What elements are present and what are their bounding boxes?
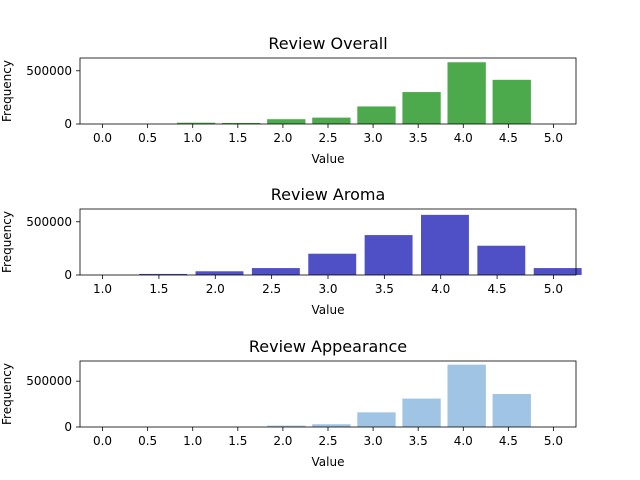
- chart-1-ytick-label-0: 0: [64, 268, 72, 282]
- chart-2-xtick-label-6: 3.0: [364, 434, 383, 448]
- chart-2-xtick-label-0: 0.0: [93, 434, 112, 448]
- chart-2-xtick-label-3: 1.5: [228, 434, 247, 448]
- chart-2-xtick-label-1: 0.5: [138, 434, 157, 448]
- chart-0-xtick-label-7: 3.5: [409, 131, 428, 145]
- chart-0-bar-7: [402, 92, 441, 124]
- chart-1: 1.0 1.5 2.0 2.5 3.0 3.5 4.0 4.5 5.0 0 500000 Review…: [0, 185, 582, 317]
- chart-2-xtick-label-9: 4.5: [499, 434, 518, 448]
- chart-0-xtick-label-9: 4.5: [499, 131, 518, 145]
- chart-0-bar-3: [222, 122, 261, 124]
- chart-2-ytick-label-0: 0: [64, 420, 72, 434]
- chart-1-xtick-label-3: 2.5: [262, 282, 281, 296]
- chart-1-ylabel: Frequency: [0, 211, 14, 273]
- chart-0-xtick-label-4: 2.0: [273, 131, 292, 145]
- chart-1-xtick-label-6: 4.0: [431, 282, 450, 296]
- chart-2-ytick-label-1: 500000: [26, 374, 72, 388]
- chart-2-bar-7: [402, 398, 441, 427]
- chart-2-bar-4: [267, 425, 306, 427]
- chart-1-xtick-label-4: 3.0: [318, 282, 337, 296]
- chart-1-bar-4: [308, 253, 357, 275]
- chart-0-bar-4: [267, 119, 306, 124]
- chart-0: 0.0 0.5 1.0 1.5 2.0 2.5 3.0 3.5 4.0 4.5 5.0 0 500000…: [0, 34, 577, 166]
- chart-1-bar-1: [139, 273, 188, 275]
- chart-2-bar-6: [357, 412, 396, 427]
- chart-1-bar-3: [251, 268, 300, 275]
- chart-1-bar-2: [195, 271, 244, 275]
- chart-1-xtick-label-1: 1.5: [149, 282, 168, 296]
- chart-0-title: Review Overall: [268, 34, 387, 53]
- chart-1-xtick-label-2: 2.0: [206, 282, 225, 296]
- chart-2-xtick-label-8: 4.0: [454, 434, 473, 448]
- chart-0-bar-5: [312, 117, 351, 124]
- chart-0-bar-8: [447, 62, 486, 124]
- chart-0-xtick-label-0: 0.0: [93, 131, 112, 145]
- chart-2-ylabel: Frequency: [0, 363, 14, 425]
- chart-1-bar-8: [533, 268, 582, 275]
- chart-2-bar-5: [312, 424, 351, 427]
- chart-1-bar-6: [421, 214, 469, 275]
- chart-0-xtick-label-1: 0.5: [138, 131, 157, 145]
- chart-0-bar-2: [176, 122, 216, 124]
- chart-0-xtick-label-2: 1.0: [183, 131, 202, 145]
- chart-0-xtick-label-5: 2.5: [318, 131, 337, 145]
- chart-0-bar-9: [492, 79, 531, 124]
- chart-0-xtick-label-3: 1.5: [228, 131, 247, 145]
- chart-0-ylabel: Frequency: [0, 60, 14, 122]
- chart-1-xlabel: Value: [312, 303, 345, 317]
- chart-0-ytick-label-1: 500000: [26, 64, 72, 78]
- chart-1-title: Review Aroma: [271, 185, 386, 204]
- chart-1-bar-5: [364, 235, 413, 275]
- chart-0-xtick-label-6: 3.0: [364, 131, 383, 145]
- chart-0-ytick-label-0: 0: [64, 117, 72, 131]
- chart-2-xtick-label-4: 2.0: [273, 434, 292, 448]
- chart-2-xtick-label-7: 3.5: [409, 434, 428, 448]
- chart-1-xtick-label-8: 5.0: [544, 282, 563, 296]
- chart-2-xtick-label-2: 1.0: [183, 434, 202, 448]
- chart-0-xtick-label-8: 4.0: [454, 131, 473, 145]
- chart-2-xlabel: Value: [312, 455, 345, 469]
- chart-1-xtick-label-7: 4.5: [488, 282, 507, 296]
- chart-1-xtick-label-5: 3.5: [375, 282, 394, 296]
- chart-2-xtick-label-10: 5.0: [544, 434, 563, 448]
- chart-2-title: Review Appearance: [249, 337, 407, 356]
- chart-0-xlabel: Value: [312, 152, 345, 166]
- chart-2-bar-9: [492, 394, 531, 427]
- chart-2: 0.0 0.5 1.0 1.5 2.0 2.5 3.0 3.5 4.0 4.5 5.0 0 500000…: [0, 337, 577, 469]
- chart-1-bar-7: [477, 245, 526, 275]
- chart-2-bar-8: [447, 364, 486, 427]
- chart-0-xtick-label-10: 5.0: [544, 131, 563, 145]
- chart-1-xtick-label-0: 1.0: [93, 282, 112, 296]
- chart-1-ytick-label-1: 500000: [26, 215, 72, 229]
- chart-2-xtick-label-5: 2.5: [318, 434, 337, 448]
- chart-0-bar-6: [357, 106, 396, 124]
